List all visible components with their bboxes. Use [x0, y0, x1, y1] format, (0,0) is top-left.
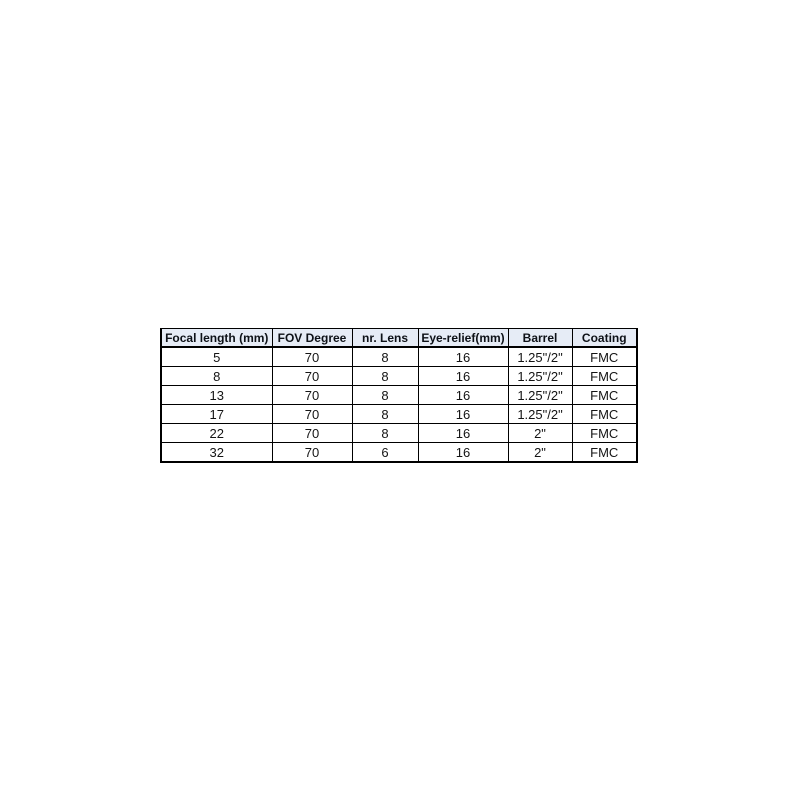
table-cell: 1.25"/2" — [507, 366, 573, 386]
table-cell: 8 — [351, 347, 419, 367]
table-row: 22 70 8 16 2" FMC — [160, 423, 638, 443]
table-cell: 16 — [417, 366, 509, 386]
table-cell: FMC — [571, 423, 638, 443]
table-row: 17 70 8 16 1.25"/2" FMC — [160, 404, 638, 424]
spec-table-body: 5 70 8 16 1.25"/2" FMC 8 70 8 16 1.25"/2" FMC 13 70 8 1… — [160, 347, 638, 463]
spec-table-head: Focal length (mm) FOV Degree nr. Lens Eye-r… — [160, 328, 638, 348]
column-header: nr. Lens — [351, 328, 419, 348]
column-header: FOV Degree — [271, 328, 353, 348]
table-row: 13 70 8 16 1.25"/2" FMC — [160, 385, 638, 405]
table-cell: FMC — [571, 347, 638, 367]
table-cell: 5 — [160, 347, 273, 367]
column-header: Barrel — [507, 328, 573, 348]
table-cell: 17 — [160, 404, 273, 424]
table-cell: FMC — [571, 404, 638, 424]
table-cell: FMC — [571, 385, 638, 405]
table-cell: 1.25"/2" — [507, 404, 573, 424]
table-cell: 16 — [417, 347, 509, 367]
table-cell: 8 — [351, 423, 419, 443]
table-row: 8 70 8 16 1.25"/2" FMC — [160, 366, 638, 386]
table-cell: 16 — [417, 442, 509, 463]
table-cell: 8 — [351, 366, 419, 386]
column-header: Coating — [571, 328, 638, 348]
table-cell: 70 — [271, 442, 353, 463]
table-cell: 22 — [160, 423, 273, 443]
table-cell: 2" — [507, 423, 573, 443]
column-header: Eye-relief(mm) — [417, 328, 509, 348]
table-cell: FMC — [571, 442, 638, 463]
table-cell: 8 — [160, 366, 273, 386]
table-cell: 1.25"/2" — [507, 385, 573, 405]
table-row: 32 70 6 16 2" FMC — [160, 442, 638, 463]
table-cell: 32 — [160, 442, 273, 463]
column-header: Focal length (mm) — [160, 328, 273, 348]
table-row: 5 70 8 16 1.25"/2" FMC — [160, 347, 638, 367]
table-cell: 70 — [271, 404, 353, 424]
table-cell: 1.25"/2" — [507, 347, 573, 367]
spec-table-container: Focal length (mm) FOV Degree nr. Lens Eye-r… — [160, 328, 638, 463]
table-cell: 70 — [271, 347, 353, 367]
table-cell: 8 — [351, 404, 419, 424]
table-cell: 70 — [271, 366, 353, 386]
table-cell: 16 — [417, 385, 509, 405]
table-cell: 16 — [417, 423, 509, 443]
table-cell: 6 — [351, 442, 419, 463]
table-cell: 70 — [271, 385, 353, 405]
spec-table: Focal length (mm) FOV Degree nr. Lens Eye-r… — [160, 328, 638, 463]
header-row: Focal length (mm) FOV Degree nr. Lens Eye-r… — [160, 328, 638, 348]
table-cell: 2" — [507, 442, 573, 463]
table-cell: 8 — [351, 385, 419, 405]
table-cell: 70 — [271, 423, 353, 443]
table-cell: 16 — [417, 404, 509, 424]
table-cell: FMC — [571, 366, 638, 386]
table-cell: 13 — [160, 385, 273, 405]
